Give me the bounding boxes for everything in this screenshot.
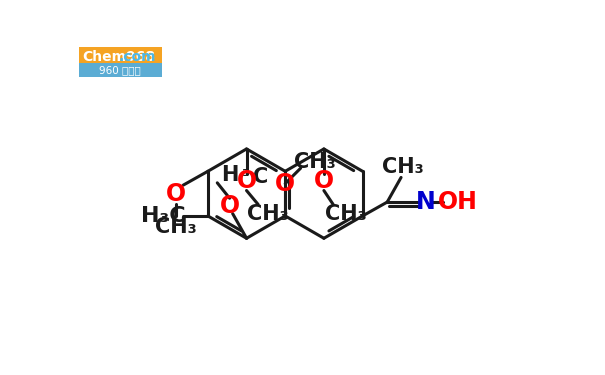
Text: O: O	[275, 172, 295, 196]
Text: N: N	[416, 190, 436, 214]
Text: CH₃: CH₃	[324, 204, 366, 224]
Text: ₃: ₃	[241, 162, 249, 180]
Text: .com: .com	[119, 50, 156, 64]
Text: Chem968: Chem968	[82, 50, 155, 64]
Text: CH₃: CH₃	[293, 152, 335, 172]
Text: O: O	[237, 169, 257, 193]
Text: H: H	[221, 165, 239, 185]
Bar	[79, 46, 162, 77]
Text: O: O	[314, 169, 334, 193]
Bar	[79, 63, 162, 77]
Text: CH₃: CH₃	[155, 217, 197, 237]
Text: O: O	[165, 182, 186, 206]
Text: OH: OH	[438, 190, 478, 214]
Text: C: C	[253, 166, 268, 187]
Text: O: O	[220, 194, 240, 218]
Text: CH₃: CH₃	[382, 157, 423, 177]
Text: CH₃: CH₃	[247, 204, 289, 224]
Text: H₃C: H₃C	[141, 206, 186, 226]
Text: 960 化工网: 960 化工网	[99, 65, 141, 75]
